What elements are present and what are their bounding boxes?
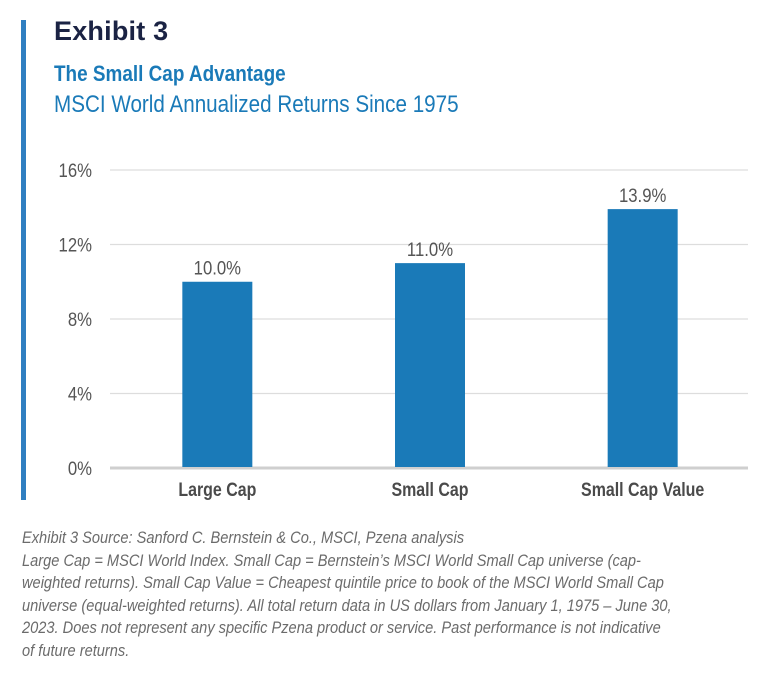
footnote: Exhibit 3 Source: Sanford C. Bernstein &… <box>22 527 676 662</box>
accent-bar <box>21 20 26 500</box>
y-axis-ticks: 0% 4% 8% 12% 16% <box>59 160 93 479</box>
x-tick-label: Small Cap <box>391 479 468 501</box>
y-tick-label: 16% <box>59 160 93 181</box>
bars <box>182 209 678 468</box>
bar-chart: 0% 4% 8% 12% 16% 10.0% 11.0% 13.9% Large Cap Sm… <box>59 160 748 501</box>
y-tick-label: 12% <box>59 235 93 256</box>
y-tick-label: 8% <box>68 309 92 330</box>
value-labels: 10.0% 11.0% 13.9% <box>194 185 667 279</box>
footnote-body: Large Cap = MSCI World Index. Small Cap … <box>22 550 672 660</box>
value-label: 13.9% <box>619 185 666 206</box>
exhibit-label: Exhibit 3 <box>54 16 169 46</box>
footnote-source: Exhibit 3 Source: Sanford C. Bernstein &… <box>22 528 465 547</box>
bar <box>607 209 678 468</box>
x-tick-label: Large Cap <box>178 479 256 501</box>
bar <box>182 281 253 467</box>
y-tick-label: 4% <box>68 384 92 405</box>
value-label: 10.0% <box>194 258 241 279</box>
x-tick-label: Small Cap Value <box>581 479 704 501</box>
bar <box>395 263 465 467</box>
value-label: 11.0% <box>407 239 453 260</box>
chart-subtitle: MSCI World Annualized Returns Since 1975 <box>54 91 459 118</box>
x-axis-ticks: Large Cap Small Cap Small Cap Value <box>178 479 704 501</box>
chart-title: The Small Cap Advantage <box>54 61 286 86</box>
y-tick-label: 0% <box>68 458 92 479</box>
